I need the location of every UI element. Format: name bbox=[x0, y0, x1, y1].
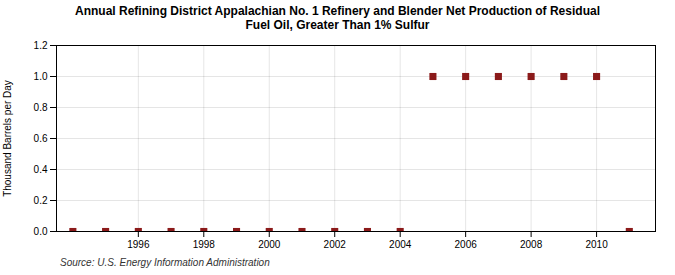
svg-text:1.2: 1.2 bbox=[34, 39, 48, 50]
svg-text:2008: 2008 bbox=[520, 238, 543, 249]
svg-text:2002: 2002 bbox=[324, 238, 347, 249]
svg-text:0.6: 0.6 bbox=[34, 132, 48, 143]
svg-text:0.4: 0.4 bbox=[34, 163, 48, 174]
svg-text:1996: 1996 bbox=[127, 238, 150, 249]
svg-text:2000: 2000 bbox=[258, 238, 281, 249]
svg-text:2004: 2004 bbox=[389, 238, 412, 249]
svg-text:1998: 1998 bbox=[193, 238, 216, 249]
svg-text:0.8: 0.8 bbox=[34, 101, 48, 112]
svg-text:2006: 2006 bbox=[455, 238, 478, 249]
svg-text:1.0: 1.0 bbox=[34, 70, 48, 81]
svg-text:Thousand Barrels per Day: Thousand Barrels per Day bbox=[2, 80, 13, 197]
svg-text:0.0: 0.0 bbox=[34, 225, 48, 236]
html-text:Source: U.S. Energy Informatio: Source: U.S. Energy Information Administ… bbox=[60, 256, 270, 268]
html-text:Annual Refining District Appal: Annual Refining District Appalachian No.… bbox=[75, 4, 600, 33]
svg-text:2010: 2010 bbox=[585, 238, 608, 249]
svg-text:0.2: 0.2 bbox=[34, 194, 48, 205]
